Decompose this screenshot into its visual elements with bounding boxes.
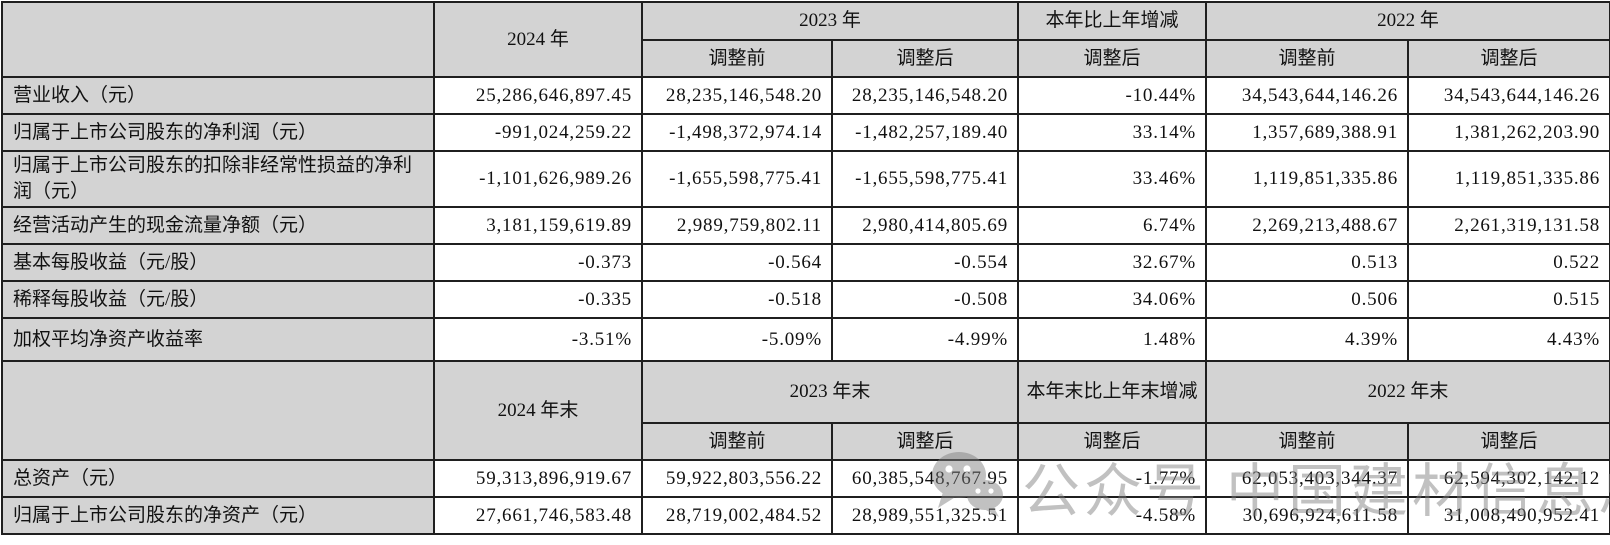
table-cell-value: 27,661,746,583.48 (433, 496, 643, 535)
table-cell-value: 34,543,644,146.26 (1407, 76, 1610, 115)
financial-indicators-table: 2024 年 2023 年 本年比上年增减 2022 年 调整前 调整后 调整后… (1, 1, 1610, 535)
corner-cell-annual (1, 1, 435, 78)
table-cell-value: 4.43% (1407, 317, 1610, 362)
table-cell-value: -0.335 (433, 280, 643, 319)
table-cell-value: -0.508 (830, 280, 1020, 319)
table-cell-value: 1.48% (1017, 317, 1208, 362)
table-row-basic-eps: 基本每股收益（元/股） -0.373 -0.564 -0.554 32.67% … (1, 243, 1610, 282)
subheader-2022ye-after-adj: 调整后 (1407, 422, 1610, 461)
table-row-net-profit: 归属于上市公司股东的净利润（元） -991,024,259.22 -1,498,… (1, 113, 1610, 152)
table-cell-value: -5.09% (641, 317, 833, 362)
table-cell-value: 3,181,159,619.89 (433, 206, 643, 245)
table-cell-value: -3.51% (433, 317, 643, 362)
table-cell-value: 59,922,803,556.22 (641, 459, 833, 498)
table-cell-value: -0.564 (641, 243, 833, 282)
row-label-diluted-eps: 稀释每股收益（元/股） (1, 280, 435, 319)
table-cell-value: -0.554 (830, 243, 1020, 282)
table-row-revenue: 营业收入（元） 25,286,646,897.45 28,235,146,548… (1, 76, 1610, 115)
table-cell-value: 25,286,646,897.45 (433, 76, 643, 115)
header-year-2022: 2022 年 (1205, 1, 1610, 41)
table-cell-value: 30,696,924,611.58 (1205, 496, 1410, 535)
table-cell-value: -4.58% (1017, 496, 1208, 535)
table-cell-value: -991,024,259.22 (433, 113, 643, 152)
subheader-2022-after-adj: 调整后 (1407, 39, 1610, 78)
table-cell-value: 0.515 (1407, 280, 1610, 319)
table-row-operating-cash-flow: 经营活动产生的现金流量净额（元） 3,181,159,619.89 2,989,… (1, 206, 1610, 245)
subheader-yearend-change-after-adj: 调整后 (1017, 422, 1208, 461)
table-cell-value: -1.77% (1017, 459, 1208, 498)
table-cell-value: -4.99% (830, 317, 1020, 362)
header-2023-yearend: 2023 年末 (640, 360, 1020, 424)
table-cell-value: -0.373 (433, 243, 643, 282)
table-cell-value: 28,719,002,484.52 (641, 496, 833, 535)
table-row-total-assets: 总资产（元） 59,313,896,919.67 59,922,803,556.… (1, 459, 1610, 498)
table-cell-value: 62,053,403,344.37 (1205, 459, 1410, 498)
table-cell-value: 1,381,262,203.90 (1407, 113, 1610, 152)
table-cell-value: 0.506 (1205, 280, 1410, 319)
header-2024-yearend: 2024 年末 (433, 360, 643, 461)
table-cell-value: 33.14% (1017, 113, 1208, 152)
table-cell-value: 33.46% (1017, 150, 1208, 208)
table-cell-value: 31,008,490,952.41 (1407, 496, 1610, 535)
table-cell-value: 0.513 (1205, 243, 1410, 282)
table-cell-value: 28,235,146,548.20 (830, 76, 1020, 115)
table-cell-value: -1,655,598,775.41 (830, 150, 1020, 208)
row-label-net-profit: 归属于上市公司股东的净利润（元） (1, 113, 435, 152)
table-cell-value: 6.74% (1017, 206, 1208, 245)
row-label-basic-eps: 基本每股收益（元/股） (1, 243, 435, 282)
header-yoy-change: 本年比上年增减 (1017, 1, 1208, 41)
row-label-net-assets: 归属于上市公司股东的净资产（元） (1, 496, 435, 535)
table-cell-value: 0.522 (1407, 243, 1610, 282)
subheader-2022ye-before-adj: 调整前 (1205, 422, 1410, 461)
header-yearend-change: 本年末比上年末增减 (1017, 360, 1208, 424)
subheader-change-after-adj: 调整后 (1017, 39, 1208, 78)
table-cell-value: 4.39% (1205, 317, 1410, 362)
table-cell-value: 2,269,213,488.67 (1205, 206, 1410, 245)
table-row-diluted-eps: 稀释每股收益（元/股） -0.335 -0.518 -0.508 34.06% … (1, 280, 1610, 319)
row-label-total-assets: 总资产（元） (1, 459, 435, 498)
table-cell-value: -1,498,372,974.14 (641, 113, 833, 152)
table-cell-value: 2,261,319,131.58 (1407, 206, 1610, 245)
table-cell-value: 32.67% (1017, 243, 1208, 282)
table-cell-value: 1,119,851,335.86 (1407, 150, 1610, 208)
table-cell-value: 62,594,302,142.12 (1407, 459, 1610, 498)
table-cell-value: 34.06% (1017, 280, 1208, 319)
table-row-weighted-avg-roe: 加权平均净资产收益率 -3.51% -5.09% -4.99% 1.48% 4.… (1, 317, 1610, 362)
header-year-2024: 2024 年 (433, 1, 643, 78)
row-label-net-profit-excl-nonrecurring: 归属于上市公司股东的扣除非经常性损益的净利润（元） (1, 150, 435, 208)
header-2022-yearend: 2022 年末 (1205, 360, 1610, 424)
table-cell-value: 2,989,759,802.11 (641, 206, 833, 245)
table-cell-value: 1,119,851,335.86 (1205, 150, 1410, 208)
subheader-2023-before-adj: 调整前 (641, 39, 833, 78)
table-row-net-assets: 归属于上市公司股东的净资产（元） 27,661,746,583.48 28,71… (1, 496, 1610, 535)
table-cell-value: 1,357,689,388.91 (1205, 113, 1410, 152)
table-cell-value: -1,655,598,775.41 (641, 150, 833, 208)
header-year-2023: 2023 年 (640, 1, 1020, 41)
table-cell-value: -1,482,257,189.40 (830, 113, 1020, 152)
subheader-2023ye-before-adj: 调整前 (641, 422, 833, 461)
table-cell-value: 2,980,414,805.69 (830, 206, 1020, 245)
corner-cell-yearend (1, 360, 435, 461)
subheader-2023-after-adj: 调整后 (830, 39, 1020, 78)
row-label-operating-cash-flow: 经营活动产生的现金流量净额（元） (1, 206, 435, 245)
table-cell-value: -10.44% (1017, 76, 1208, 115)
table-cell-value: -0.518 (641, 280, 833, 319)
subheader-2022-before-adj: 调整前 (1205, 39, 1410, 78)
table-row-net-profit-excl-nonrecurring: 归属于上市公司股东的扣除非经常性损益的净利润（元） -1,101,626,989… (1, 150, 1610, 208)
table-cell-value: 28,989,551,325.51 (830, 496, 1020, 535)
row-label-weighted-avg-roe: 加权平均净资产收益率 (1, 317, 435, 362)
table-cell-value: 34,543,644,146.26 (1205, 76, 1410, 115)
table-cell-value: -1,101,626,989.26 (433, 150, 643, 208)
table-cell-value: 59,313,896,919.67 (433, 459, 643, 498)
table-cell-value: 60,385,548,767.95 (830, 459, 1020, 498)
subheader-2023ye-after-adj: 调整后 (830, 422, 1020, 461)
row-label-revenue: 营业收入（元） (1, 76, 435, 115)
table-cell-value: 28,235,146,548.20 (641, 76, 833, 115)
